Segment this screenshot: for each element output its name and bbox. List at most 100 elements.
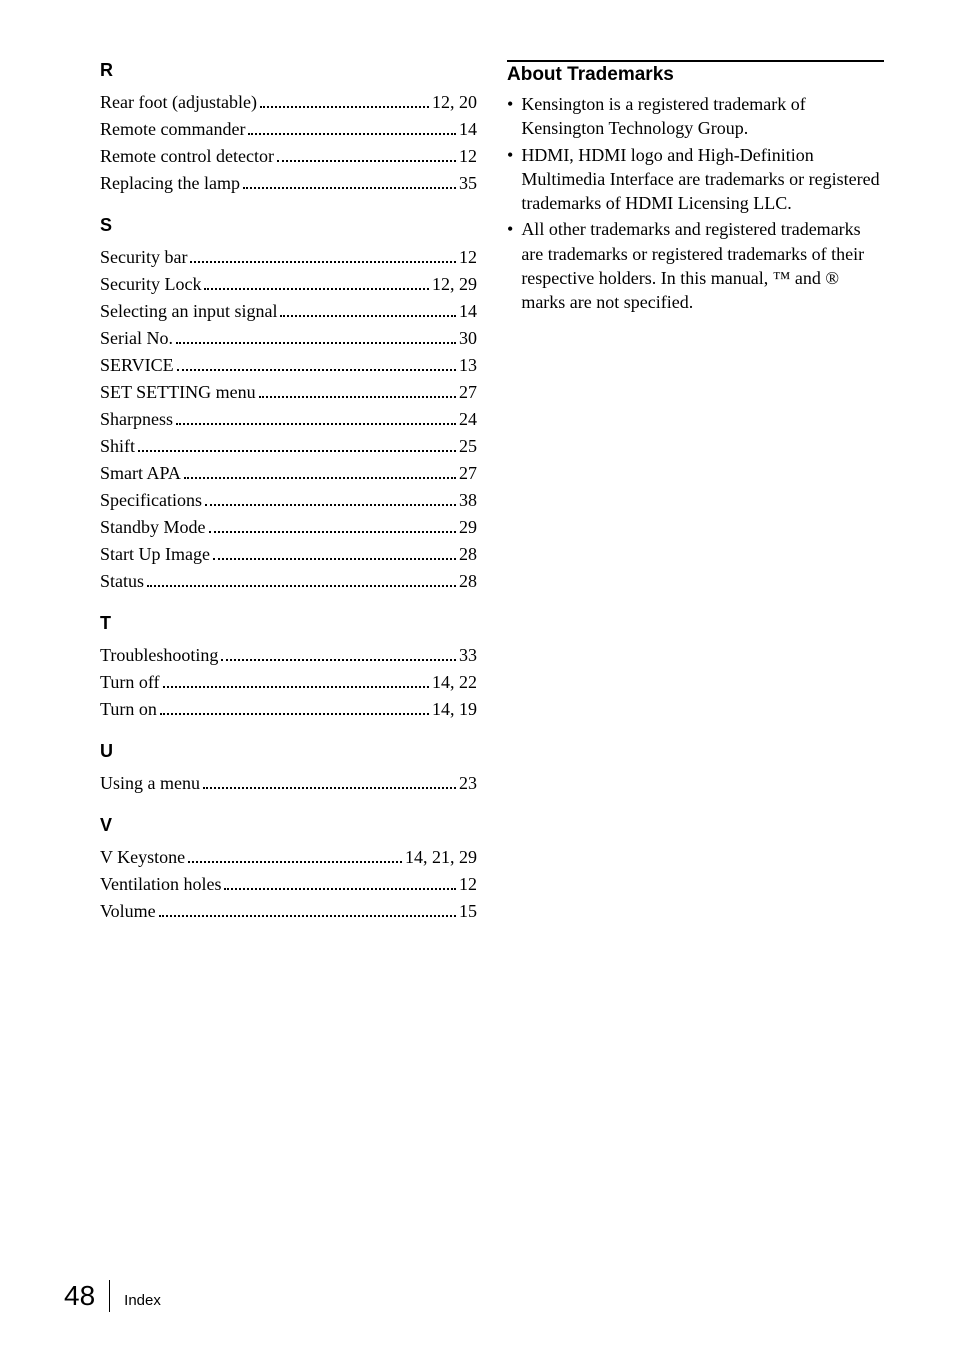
index-pages: 12, 20 xyxy=(432,89,477,116)
index-pages: 27 xyxy=(459,379,477,406)
index-entry: Remote control detector 12 xyxy=(100,143,477,170)
section-letter-s: S xyxy=(100,215,477,236)
index-entry: Standby Mode29 xyxy=(100,514,477,541)
leader-dots xyxy=(260,106,429,108)
index-pages: 24 xyxy=(459,406,477,433)
index-label: Rear foot (adjustable) xyxy=(100,89,257,116)
index-entry: Troubleshooting 33 xyxy=(100,642,477,669)
index-entry: Shift 25 xyxy=(100,433,477,460)
index-pages: 33 xyxy=(459,642,477,669)
footer-divider xyxy=(109,1280,110,1312)
index-pages: 14 xyxy=(459,298,477,325)
index-label: Serial No. xyxy=(100,325,173,352)
leader-dots xyxy=(280,315,456,317)
index-entry: Selecting an input signal 14 xyxy=(100,298,477,325)
index-entry: Serial No. 30 xyxy=(100,325,477,352)
index-pages: 29 xyxy=(459,514,477,541)
index-label: Using a menu xyxy=(100,770,200,797)
section-letter-u: U xyxy=(100,741,477,762)
index-label: Security Lock xyxy=(100,271,201,298)
index-pages: 30 xyxy=(459,325,477,352)
index-pages: 28 xyxy=(459,541,477,568)
left-column: R Rear foot (adjustable) 12, 20 Remote co… xyxy=(100,60,477,925)
index-entry: Security Lock 12, 29 xyxy=(100,271,477,298)
leader-dots xyxy=(204,288,429,290)
index-entry: V Keystone14, 21, 29 xyxy=(100,844,477,871)
leader-dots xyxy=(160,713,429,715)
index-label: Ventilation holes xyxy=(100,871,221,898)
index-label: Specifications xyxy=(100,487,202,514)
leader-dots xyxy=(209,531,457,533)
leader-dots xyxy=(213,558,456,560)
leader-dots xyxy=(188,861,402,863)
section-letter-t: T xyxy=(100,613,477,634)
index-label: Troubleshooting xyxy=(100,642,218,669)
section-letter-r: R xyxy=(100,60,477,81)
index-entry: Ventilation holes 12 xyxy=(100,871,477,898)
index-pages: 12 xyxy=(459,244,477,271)
index-label: V Keystone xyxy=(100,844,185,871)
index-entry: Volume15 xyxy=(100,898,477,925)
leader-dots xyxy=(159,915,456,917)
bullet-icon: • xyxy=(507,92,513,141)
index-pages: 14 xyxy=(459,116,477,143)
index-pages: 35 xyxy=(459,170,477,197)
leader-dots xyxy=(177,369,456,371)
index-label: Security bar xyxy=(100,244,187,271)
leader-dots xyxy=(163,686,429,688)
index-pages: 15 xyxy=(459,898,477,925)
leader-dots xyxy=(248,133,456,135)
index-entry: Status28 xyxy=(100,568,477,595)
index-label: Remote control detector xyxy=(100,143,274,170)
page-number: 48 xyxy=(64,1280,95,1312)
index-entry: Security bar 12 xyxy=(100,244,477,271)
index-entry: Remote commander 14 xyxy=(100,116,477,143)
leader-dots xyxy=(205,504,456,506)
trademark-bullet: • Kensington is a registered trademark o… xyxy=(507,92,884,141)
index-pages: 12, 29 xyxy=(432,271,477,298)
index-pages: 14, 22 xyxy=(432,669,477,696)
index-pages: 13 xyxy=(459,352,477,379)
index-label: Turn on xyxy=(100,696,157,723)
index-label: Shift xyxy=(100,433,135,460)
section-letter-v: V xyxy=(100,815,477,836)
trademark-text: Kensington is a registered trademark of … xyxy=(521,92,884,141)
leader-dots xyxy=(203,787,456,789)
index-entry: Rear foot (adjustable) 12, 20 xyxy=(100,89,477,116)
trademark-text: HDMI, HDMI logo and High-Definition Mult… xyxy=(521,143,884,216)
leader-dots xyxy=(176,423,456,425)
leader-dots xyxy=(259,396,456,398)
page: R Rear foot (adjustable) 12, 20 Remote co… xyxy=(0,0,954,1352)
index-entry: Sharpness24 xyxy=(100,406,477,433)
index-pages: 25 xyxy=(459,433,477,460)
index-label: Status xyxy=(100,568,144,595)
index-entry: Replacing the lamp35 xyxy=(100,170,477,197)
footer-label: Index xyxy=(124,1292,161,1309)
index-entry: Smart APA 27 xyxy=(100,460,477,487)
index-label: SET SETTING menu xyxy=(100,379,256,406)
leader-dots xyxy=(243,187,456,189)
index-label: SERVICE xyxy=(100,352,174,379)
index-label: Smart APA xyxy=(100,460,181,487)
index-entry: Specifications 38 xyxy=(100,487,477,514)
leader-dots xyxy=(176,342,456,344)
leader-dots xyxy=(277,160,456,162)
trademark-bullet: • HDMI, HDMI logo and High-Definition Mu… xyxy=(507,143,884,216)
index-entry: SERVICE 13 xyxy=(100,352,477,379)
index-label: Remote commander xyxy=(100,116,245,143)
index-entry: Turn on14, 19 xyxy=(100,696,477,723)
index-entry: Using a menu23 xyxy=(100,770,477,797)
leader-dots xyxy=(221,659,456,661)
index-entry: Start Up Image28 xyxy=(100,541,477,568)
leader-dots xyxy=(190,261,456,263)
index-pages: 27 xyxy=(459,460,477,487)
index-label: Selecting an input signal xyxy=(100,298,277,325)
index-pages: 12 xyxy=(459,143,477,170)
index-pages: 38 xyxy=(459,487,477,514)
right-column: About Trademarks • Kensington is a regis… xyxy=(507,60,884,925)
index-pages: 12 xyxy=(459,871,477,898)
page-footer: 48 Index xyxy=(64,1280,161,1312)
content-columns: R Rear foot (adjustable) 12, 20 Remote co… xyxy=(100,60,884,925)
leader-dots xyxy=(147,585,456,587)
index-entry: Turn off14, 22 xyxy=(100,669,477,696)
